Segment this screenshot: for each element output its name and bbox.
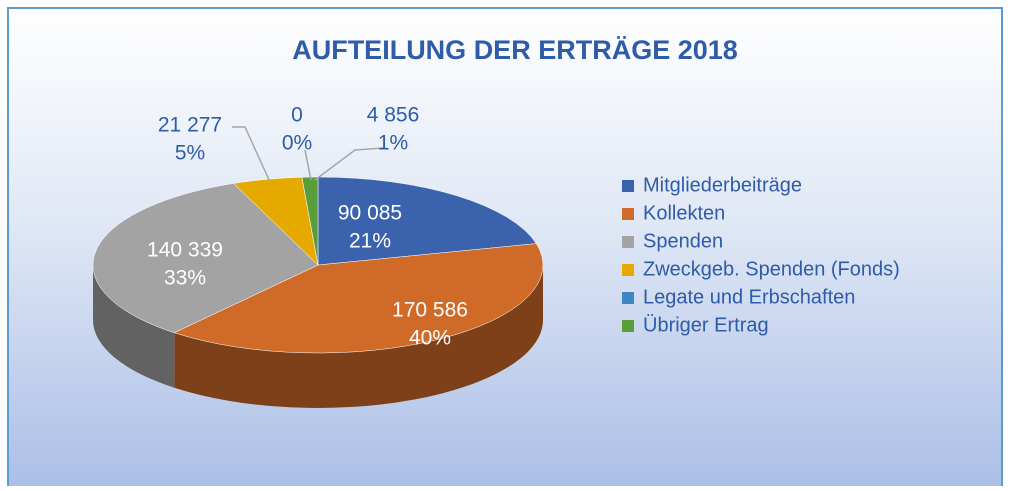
legend-label: Mitgliederbeiträge (643, 174, 802, 196)
slice (92, 183, 319, 333)
data-label: 140 339 (147, 239, 223, 262)
legend-label: Übriger Ertrag (643, 314, 769, 336)
legend-label: Zweckgeb. Spenden (Fonds) (643, 258, 900, 280)
leader-line (304, 149, 312, 181)
data-label: 21 277 (158, 114, 222, 137)
slice-side (174, 265, 543, 408)
data-label: 40% (409, 327, 451, 350)
slice-side (93, 265, 175, 388)
data-label: 33% (164, 267, 206, 290)
data-label: 5% (175, 142, 205, 165)
data-label: 0% (282, 132, 312, 155)
legend-swatch (622, 208, 634, 220)
data-label: 170 586 (392, 299, 468, 322)
data-label: 21% (349, 230, 391, 253)
data-label: 4 856 (367, 104, 420, 127)
legend-label: Kollekten (643, 202, 725, 224)
leader-line (232, 126, 271, 183)
legend-swatch (622, 292, 634, 304)
leader-line (314, 147, 384, 181)
data-label: 0 (291, 104, 303, 127)
legend-swatch (622, 236, 634, 248)
slice (317, 176, 537, 266)
data-label: 1% (378, 132, 408, 155)
chart-title: AUFTEILUNG DER ERTRÄGE 2018 (292, 35, 738, 65)
slice (173, 243, 544, 354)
legend-swatch (622, 320, 634, 332)
legend-swatch (622, 264, 634, 276)
data-label: 90 085 (338, 202, 402, 225)
legend-label: Legate und Erbschaften (643, 286, 855, 308)
legend-swatch (622, 180, 634, 192)
legend-label: Spenden (643, 230, 723, 252)
